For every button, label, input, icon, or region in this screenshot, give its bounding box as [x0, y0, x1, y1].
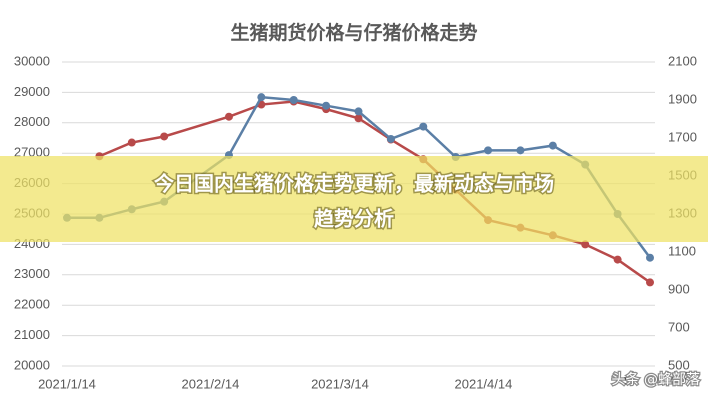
y-tick-label: 21000 [14, 327, 50, 342]
chart-title: 生猪期货价格与仔猪价格走势 [230, 21, 477, 44]
point [160, 132, 169, 141]
y-tick-label: 28000 [14, 114, 50, 129]
x-tick-label: 2021/3/14 [311, 376, 369, 391]
point [386, 134, 395, 143]
point [354, 107, 363, 116]
y2-tick-label: 1900 [668, 91, 697, 106]
point [257, 93, 266, 102]
y-tick-label: 23000 [14, 266, 50, 281]
point [646, 278, 654, 287]
point [484, 146, 493, 155]
point [516, 146, 525, 155]
point [613, 255, 622, 264]
y2-tick-label: 700 [668, 319, 690, 334]
point [354, 114, 363, 123]
point [127, 138, 136, 147]
y-tick-label: 20000 [14, 357, 50, 372]
y2-tick-label: 900 [668, 281, 690, 296]
headline: 趋势分析 [314, 207, 394, 231]
point [419, 122, 428, 131]
watermark: 头条 @蜂部落 [612, 371, 700, 388]
point [289, 96, 298, 104]
y-tick-label: 22000 [14, 297, 50, 312]
headline: 今日国内生猪价格走势更新，最新动态与市场 [154, 172, 554, 196]
y-tick-label: 27000 [14, 145, 50, 160]
y-tick-label: 30000 [14, 53, 50, 68]
point [646, 253, 654, 262]
point [224, 112, 233, 121]
y2-tick-label: 2100 [668, 53, 697, 68]
point [548, 141, 557, 150]
y2-tick-label: 500 [668, 357, 690, 372]
point [322, 101, 331, 110]
y-tick-label: 29000 [14, 84, 50, 99]
x-tick-label: 2021/4/14 [455, 376, 513, 391]
point [581, 240, 590, 249]
y2-tick-label: 1700 [668, 129, 697, 144]
banner [0, 156, 708, 242]
y2-tick-label: 1100 [668, 243, 696, 258]
x-tick-label: 2021/2/14 [182, 376, 240, 391]
x-tick-label: 2021/1/14 [38, 376, 96, 391]
